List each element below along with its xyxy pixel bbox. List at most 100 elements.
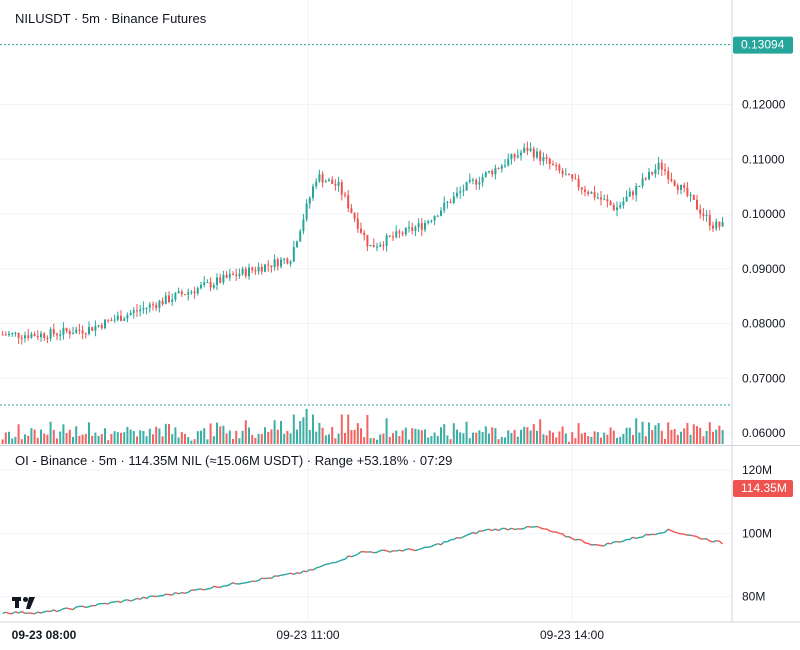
candle-body xyxy=(27,335,30,338)
volume-bar xyxy=(40,429,42,444)
oi-segment xyxy=(507,527,512,531)
volume-bar xyxy=(600,437,602,444)
volume-bar xyxy=(680,431,682,444)
oi-tick-label: 120M xyxy=(742,463,772,477)
volume-bar xyxy=(24,434,26,444)
tradingview-logo[interactable] xyxy=(12,597,35,609)
volume-bar xyxy=(500,436,503,444)
candle-body xyxy=(209,282,212,288)
volume-bar xyxy=(692,424,695,444)
candle-body xyxy=(532,148,535,158)
oi-segment xyxy=(389,550,394,553)
candle-body xyxy=(568,174,570,176)
volume-bar xyxy=(417,429,420,444)
time-tick-label: 09-23 11:00 xyxy=(276,628,339,642)
candle-body xyxy=(484,172,487,177)
volume-bar xyxy=(65,433,68,444)
candle-body xyxy=(180,291,183,295)
candle-body xyxy=(593,192,596,198)
candle-body xyxy=(145,307,148,309)
candle-body xyxy=(478,182,481,185)
oi-segment xyxy=(213,585,218,588)
volume-bar xyxy=(129,429,132,444)
oi-tick-label: 100M xyxy=(742,526,772,540)
volume-bar xyxy=(427,437,430,444)
candle-body xyxy=(702,213,705,216)
volume-bar xyxy=(491,427,494,444)
time-tick-label: 09-23 08:00 xyxy=(12,628,77,642)
oi-segment xyxy=(405,548,410,551)
volume-bar xyxy=(180,432,183,444)
volume-bar xyxy=(248,427,250,444)
volume-bar xyxy=(171,434,174,444)
candle-body xyxy=(590,192,593,194)
candle-body xyxy=(424,223,426,230)
candle-body xyxy=(270,265,273,268)
volume-bar xyxy=(251,434,254,444)
oi-segment xyxy=(459,536,464,539)
volume-bar xyxy=(481,432,484,444)
candle-body xyxy=(363,232,366,236)
candle-body xyxy=(1,334,4,336)
oi-segment xyxy=(66,607,70,610)
oi-segment xyxy=(629,536,634,541)
volume-bar xyxy=(168,423,170,444)
candle-body xyxy=(142,307,145,310)
volume-bar xyxy=(459,432,462,444)
candle-body xyxy=(536,151,538,158)
volume-bar xyxy=(187,437,190,444)
oi-segment xyxy=(642,533,647,538)
oi-segment xyxy=(581,539,586,544)
candle-body xyxy=(622,201,625,206)
volume-bar xyxy=(644,436,647,444)
candle-body xyxy=(308,197,311,204)
oi-segment xyxy=(415,548,419,552)
candle-body xyxy=(91,327,94,331)
oi-segment xyxy=(370,551,374,554)
oi-segment xyxy=(491,528,496,532)
volume-bar xyxy=(542,434,545,444)
oi-segment xyxy=(63,607,67,610)
volume-bar xyxy=(43,433,46,444)
candle-body xyxy=(504,165,506,167)
candle-body xyxy=(459,191,462,193)
candle-body xyxy=(78,329,81,331)
volume-bar xyxy=(635,418,638,444)
oi-segment xyxy=(456,536,461,539)
candle-body xyxy=(382,244,385,246)
volume-bar xyxy=(78,435,81,444)
volume-bar xyxy=(590,436,593,444)
candle-body xyxy=(302,219,305,232)
oi-segment xyxy=(696,536,701,540)
candle-body xyxy=(721,222,724,227)
oi-segment xyxy=(655,532,659,536)
candle-body xyxy=(660,162,663,170)
volume-bar xyxy=(344,432,346,444)
volume-bar xyxy=(452,423,455,444)
grid xyxy=(0,0,732,622)
candle-body xyxy=(62,327,65,335)
volume-bar xyxy=(558,431,561,444)
volume-bar xyxy=(702,436,705,444)
oi-segment xyxy=(226,583,231,587)
oi-segment xyxy=(69,608,74,611)
candle-body xyxy=(712,225,714,229)
candle-body xyxy=(481,176,484,183)
oi-segment xyxy=(210,585,215,590)
oi-segment xyxy=(284,573,288,576)
oi-segment xyxy=(475,530,480,535)
candle-body xyxy=(692,194,695,200)
candle-body xyxy=(241,268,244,275)
volume-bar xyxy=(8,431,10,444)
oi-segment xyxy=(203,588,208,591)
candle-body xyxy=(190,291,193,293)
candlestick-series xyxy=(1,141,724,345)
candle-body xyxy=(264,264,266,272)
oi-segment xyxy=(107,601,112,605)
candle-body xyxy=(251,267,254,271)
volume-bar xyxy=(555,437,558,444)
candle-body xyxy=(596,197,599,199)
oi-segment xyxy=(431,544,435,548)
oi-segment xyxy=(428,545,432,548)
